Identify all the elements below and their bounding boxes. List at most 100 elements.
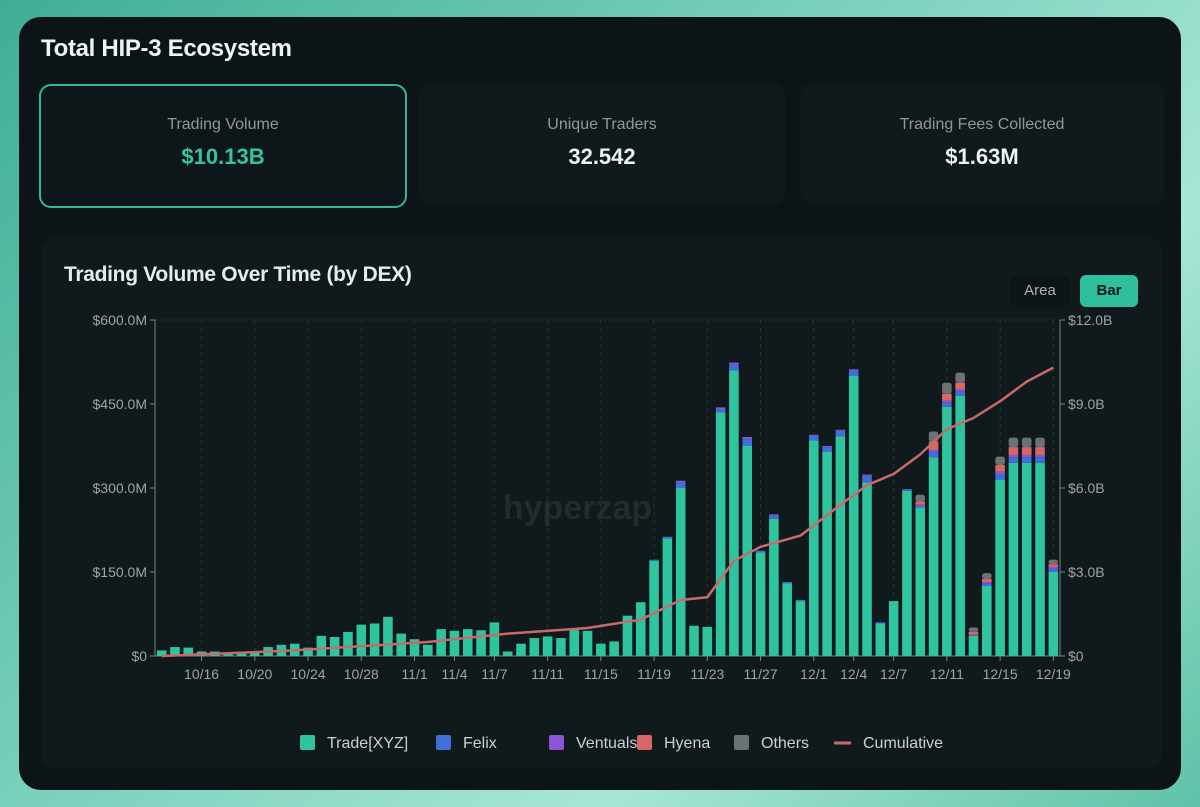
bar-tradexyz [795, 601, 806, 656]
legend-label: Ventuals [576, 735, 637, 752]
stat-label: Trading Fees Collected [899, 116, 1065, 133]
bar-tradexyz [862, 482, 872, 656]
y-left-tick-label: $0 [131, 648, 147, 664]
bar-felix [729, 364, 739, 371]
x-tick-label: 12/1 [800, 666, 827, 682]
bar-tradexyz [236, 653, 247, 656]
bar-tradexyz [915, 507, 926, 656]
bar-tradexyz [1008, 462, 1019, 656]
bar-others [1048, 559, 1059, 565]
bar-tradexyz [156, 650, 167, 656]
bar-tradexyz [662, 538, 673, 656]
bar-tradexyz [1048, 572, 1059, 656]
bar-hyena [1048, 564, 1059, 567]
bar-hyena [928, 441, 939, 450]
bar-felix [662, 536, 673, 539]
bar-others [982, 573, 992, 579]
legend-swatch-tradexyz [300, 735, 315, 750]
bar-felix [755, 550, 766, 553]
bar-others [915, 494, 926, 502]
bar-ventuals [848, 369, 859, 371]
bar-tradexyz [476, 630, 486, 656]
bar-tradexyz [1021, 462, 1032, 656]
bar-tradexyz [689, 625, 699, 656]
bar-hyena [995, 465, 1005, 472]
bar-ventuals [822, 446, 832, 448]
bar-ventuals [729, 362, 739, 365]
bar-tradexyz [223, 653, 233, 656]
bar-felix [942, 402, 952, 407]
bar-tradexyz [769, 518, 779, 656]
bar-tradexyz [822, 451, 832, 656]
bar-tradexyz [782, 583, 792, 656]
bar-ventuals [835, 429, 846, 431]
bar-hyena [942, 393, 952, 401]
x-tick-label: 12/4 [840, 666, 867, 682]
stat-card-trading-volume[interactable]: Trading Volume $10.13B [39, 84, 407, 208]
bar-tradexyz [436, 629, 446, 656]
bar-tradexyz [729, 370, 739, 656]
bar-ventuals [1008, 454, 1019, 458]
bar-ventuals [955, 389, 965, 392]
bar-hyena [982, 578, 992, 583]
bar-felix [742, 439, 753, 446]
legend-swatch-others [734, 735, 749, 750]
watermark-logo: hyperzap [503, 489, 652, 527]
bar-felix [649, 559, 659, 561]
bar-tradexyz [542, 636, 553, 656]
stat-label: Unique Traders [547, 116, 657, 133]
x-tick-label: 10/24 [291, 666, 326, 682]
bar-tradexyz [715, 412, 726, 656]
bar-others [995, 456, 1005, 466]
bar-ventuals [1021, 454, 1032, 458]
bar-tradexyz [982, 586, 992, 656]
bar-others [1035, 437, 1045, 448]
bar-hyena [915, 501, 926, 505]
bar-felix [915, 505, 926, 508]
y-left-tick-label: $300.0M [93, 480, 147, 496]
bar-felix [795, 600, 806, 602]
y-right-tick-label: $6.0B [1068, 480, 1105, 496]
bar-tradexyz [928, 457, 939, 656]
x-tick-label: 11/27 [744, 666, 778, 682]
bar-tradexyz [462, 629, 473, 656]
bar-others [968, 627, 979, 632]
bar-tradexyz [635, 602, 646, 656]
bar-tradexyz [995, 479, 1005, 656]
x-tick-label: 11/11 [531, 666, 564, 682]
bar-felix [848, 370, 859, 376]
y-left-tick-label: $450.0M [93, 396, 147, 412]
stat-card-unique-traders[interactable]: Unique Traders 32.542 [419, 84, 785, 204]
bar-felix [995, 474, 1005, 480]
bar-ventuals [995, 471, 1005, 474]
stat-card-trading-fees[interactable]: Trading Fees Collected $1.63M [800, 84, 1164, 204]
bar-tradexyz [569, 628, 580, 656]
legend-label: Trade[XYZ] [327, 735, 408, 752]
page-title: Total HIP-3 Ecosystem [41, 35, 292, 62]
area-toggle-button[interactable]: Area [1011, 275, 1069, 307]
bar-tradexyz [742, 446, 753, 656]
legend-swatch-hyena [637, 735, 652, 750]
bar-tradexyz [516, 643, 526, 656]
bar-felix [808, 435, 819, 441]
bar-tradexyz [702, 626, 713, 656]
bar-ventuals [915, 504, 926, 506]
bar-others [942, 382, 952, 394]
x-tick-label: 12/7 [880, 666, 907, 682]
bar-tradexyz [955, 395, 965, 656]
bar-tradexyz [316, 635, 327, 656]
legend-label: Others [761, 735, 809, 752]
y-right-tick-label: $12.0B [1068, 312, 1112, 328]
x-tick-label: 12/19 [1036, 666, 1071, 682]
legend-label: Hyena [664, 735, 710, 752]
bar-hyena [1021, 447, 1032, 455]
bar-toggle-button[interactable]: Bar [1080, 275, 1138, 307]
bar-felix [822, 447, 832, 452]
bar-tradexyz [556, 638, 566, 656]
y-right-tick-label: $9.0B [1068, 396, 1105, 412]
bar-felix [955, 391, 965, 396]
bar-tradexyz [808, 440, 819, 656]
bar-ventuals [675, 480, 686, 483]
bar-ventuals [928, 449, 939, 452]
bar-tradexyz [596, 643, 606, 656]
